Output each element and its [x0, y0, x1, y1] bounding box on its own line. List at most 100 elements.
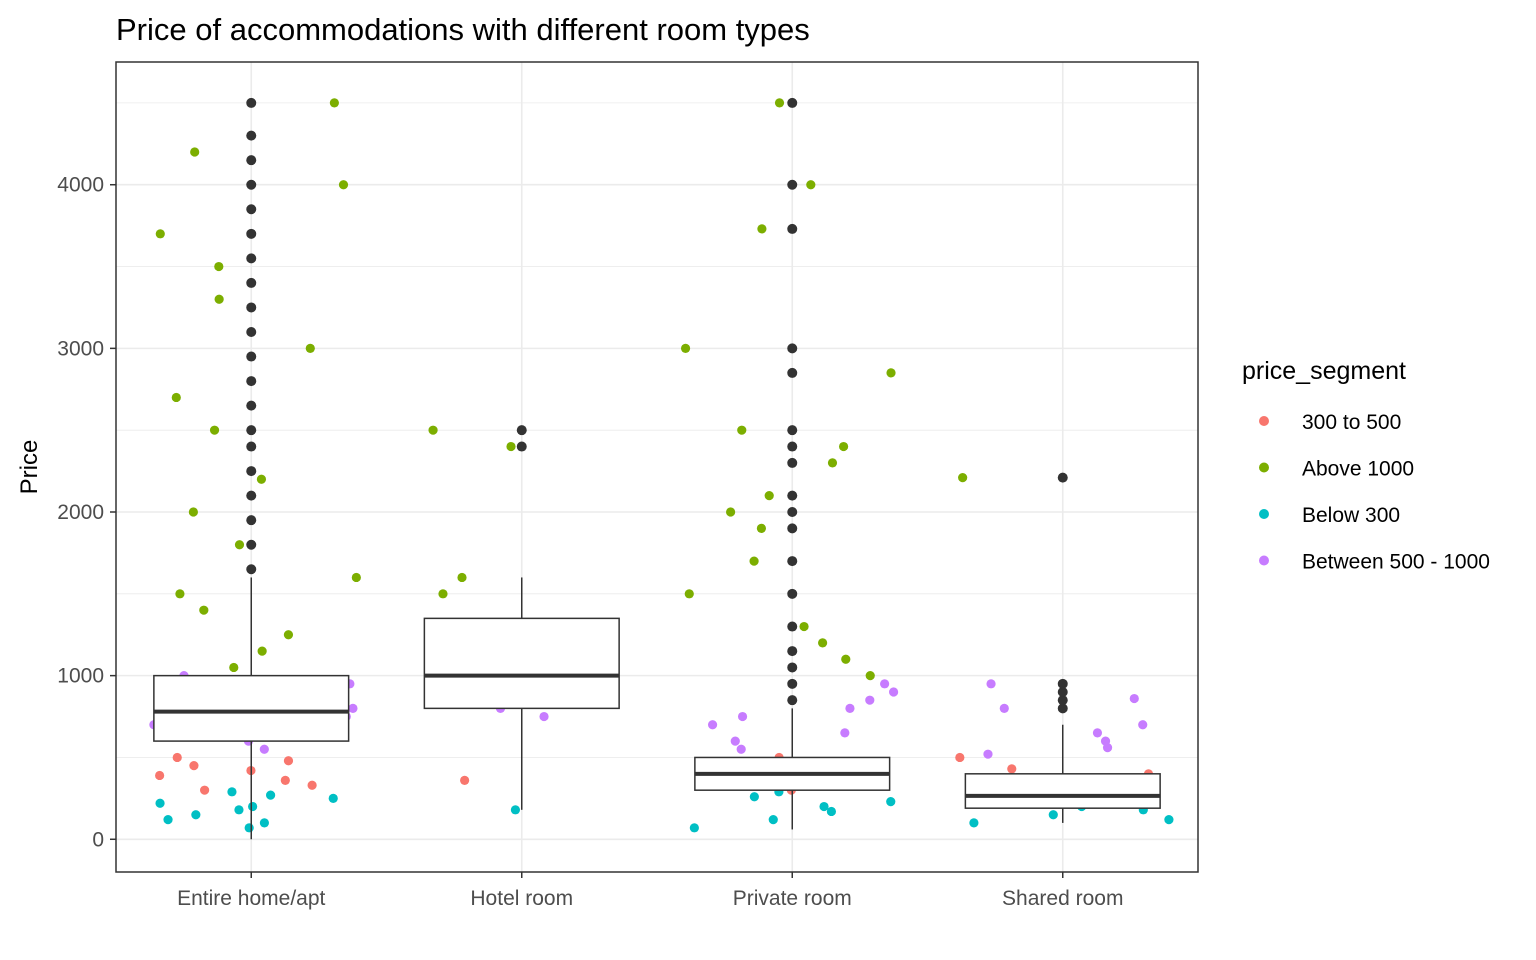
- jitter-point: [329, 98, 339, 108]
- jitter-point: [969, 818, 979, 828]
- jitter-point: [838, 441, 849, 452]
- jitter-point: [163, 815, 173, 825]
- jitter-point: [172, 752, 182, 763]
- jitter-point: [680, 343, 691, 353]
- jitter-point: [510, 805, 521, 815]
- outlier-point: [246, 425, 257, 436]
- outlier-point: [246, 179, 257, 190]
- legend-label: Above 1000: [1302, 458, 1414, 481]
- outlier-point: [246, 515, 257, 526]
- jitter-point: [283, 756, 294, 766]
- outlier-point: [516, 441, 527, 452]
- jitter-point: [283, 630, 294, 640]
- jitter-point: [986, 679, 996, 689]
- jitter-point: [539, 711, 549, 722]
- jitter-point: [749, 556, 759, 566]
- jitter-point: [806, 180, 816, 190]
- jitter-point: [257, 646, 267, 656]
- jitter-point: [1092, 728, 1103, 738]
- jitter-point: [460, 775, 470, 785]
- outlier-point: [246, 277, 257, 288]
- boxplots: [153, 97, 1161, 840]
- jitter-point: [764, 491, 774, 501]
- outlier-point: [246, 253, 257, 264]
- y-tick-label: 3000: [57, 337, 104, 360]
- jitter-point: [684, 589, 694, 599]
- outlier-point: [787, 441, 798, 452]
- outlier-point: [787, 556, 798, 567]
- jitter-point: [248, 801, 258, 812]
- y-tick-label: 0: [92, 828, 104, 851]
- outlier-point: [787, 367, 798, 378]
- outlier-point: [246, 228, 257, 239]
- jitter-point: [707, 720, 718, 730]
- chart-title: Price of accommodations with different r…: [116, 12, 810, 47]
- outlier-point: [246, 204, 257, 215]
- outlier-point: [1057, 695, 1068, 706]
- jitter-point: [457, 572, 467, 583]
- outlier-point: [246, 564, 257, 575]
- outlier-point: [246, 400, 257, 411]
- jitter-point: [155, 770, 165, 781]
- jitter-point: [757, 224, 767, 234]
- jitter-point: [818, 638, 828, 648]
- jitter-point: [189, 761, 199, 771]
- x-tick-label: Shared room: [1002, 887, 1123, 910]
- outlier-point: [787, 425, 798, 436]
- jitter-point: [889, 687, 899, 697]
- outlier-point: [787, 646, 798, 657]
- outlier-point: [787, 678, 798, 689]
- legend-label: Below 300: [1302, 504, 1400, 527]
- jitter-point: [229, 662, 239, 673]
- outlier-point: [787, 223, 798, 234]
- legend-key: [1259, 555, 1269, 566]
- outlier-point: [787, 621, 798, 632]
- jitter-point: [234, 805, 244, 815]
- jitter-point: [880, 679, 890, 689]
- jitter-point: [955, 752, 965, 763]
- outlier-point: [787, 490, 798, 501]
- jitter-point: [749, 792, 759, 802]
- outlier-point: [246, 155, 257, 166]
- legend: price_segment 300 to 500 Above 1000 Below …: [1242, 357, 1490, 574]
- legend-label: Between 500 - 1000: [1302, 551, 1490, 574]
- jitter-point: [200, 785, 210, 795]
- jitter-point: [506, 441, 516, 452]
- outlier-point: [1057, 703, 1068, 714]
- box-iqr: [423, 617, 620, 710]
- outlier-point: [246, 539, 257, 550]
- jitter-point: [1007, 764, 1017, 774]
- jitter-point: [280, 775, 290, 785]
- y-tick-label: 1000: [57, 665, 104, 688]
- jitter-point: [256, 474, 267, 484]
- jitter-point: [886, 368, 896, 378]
- outlier-point: [1057, 472, 1068, 483]
- jitter-point: [1048, 810, 1058, 820]
- outlier-point: [246, 302, 257, 313]
- y-axis-title: Price: [16, 440, 43, 495]
- jitter-point: [351, 572, 361, 583]
- jitter-point: [827, 458, 838, 468]
- jitter-point: [199, 605, 209, 615]
- y-tick-label: 2000: [57, 501, 104, 524]
- grid: [116, 62, 1198, 872]
- jitter-point: [259, 818, 270, 828]
- jitter-point: [338, 180, 349, 190]
- jitter-point: [266, 790, 276, 800]
- jitter-point: [1138, 720, 1148, 730]
- outlier-point: [246, 441, 257, 452]
- jitter-point: [1129, 693, 1139, 704]
- jitter-point: [886, 797, 896, 807]
- jitter-point: [1164, 815, 1174, 825]
- jitter-point: [845, 703, 855, 713]
- jitter-point: [983, 749, 993, 759]
- jitter-point: [737, 425, 747, 435]
- jitter-point: [171, 392, 181, 403]
- outlier-point: [246, 130, 257, 141]
- outlier-point: [246, 327, 257, 337]
- outlier-point: [787, 662, 798, 673]
- outlier-point: [787, 523, 798, 534]
- outlier-point: [246, 466, 257, 477]
- legend-title: price_segment: [1242, 357, 1406, 385]
- jitter-point: [840, 728, 850, 738]
